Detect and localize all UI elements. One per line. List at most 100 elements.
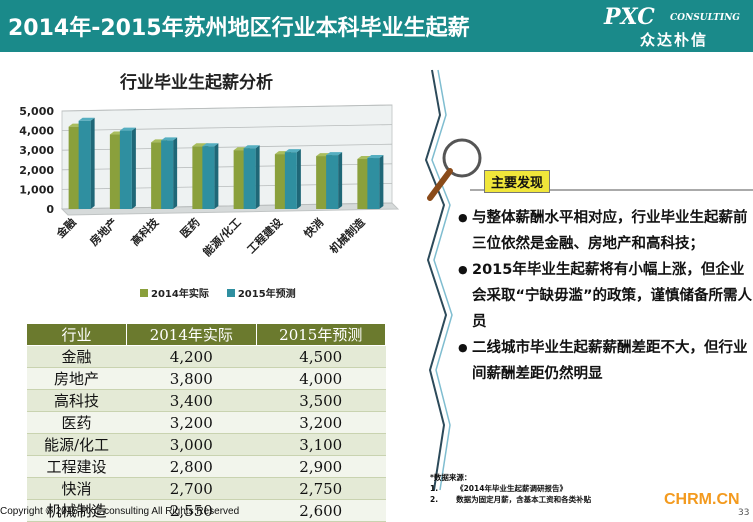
page-number: 33 <box>738 508 750 518</box>
table-row: 高科技 3,400 3,500 <box>26 389 386 412</box>
source-num: 1. <box>430 484 439 493</box>
copyright-text: Copyright © 2015 PXC consulting All Righ… <box>0 506 240 517</box>
table-cell: 3,200 <box>256 411 386 434</box>
zigzag-line-dark <box>424 69 448 491</box>
table-cell: 2,700 <box>126 477 257 500</box>
bar-side <box>131 127 136 209</box>
table-cell: 3,800 <box>126 367 257 390</box>
y-tick-label: 0 <box>46 203 54 216</box>
logo-chinese: 众达朴信 <box>640 31 709 49</box>
table-row: 金融 4,200 4,500 <box>26 345 386 368</box>
logo-pxc: PXC <box>604 4 655 30</box>
header-bar: 2014年-2015年苏州地区行业本科毕业生起薪 PXC CONSULTING … <box>0 0 753 52</box>
y-tick-label: 1,000 <box>19 183 54 196</box>
x-tick-label: 医药 <box>177 215 202 240</box>
table-cell: 机械制造 <box>26 499 127 522</box>
legend-label-2014: 2014年实际 <box>151 289 209 300</box>
salary-table: 行业 2014年实际 2015年预测 金融 4,200 4,500 房地产 3,800… <box>25 323 387 522</box>
table-cell: 医药 <box>26 411 127 434</box>
finding-item: 与整体薪酬水平相对应，行业毕业生起薪前三位依然是金融、房地产和高科技； <box>458 205 753 257</box>
table-cell: 4,000 <box>256 367 386 390</box>
slide-title: 2014年-2015年苏州地区行业本科毕业生起薪 <box>8 16 470 41</box>
table-cell: 2,600 <box>256 499 386 522</box>
bar-top <box>78 117 95 121</box>
bar-2015 <box>326 155 339 209</box>
bar-2014 <box>316 156 329 209</box>
key-findings-label: 主要发现 <box>484 170 551 193</box>
bar-2015 <box>119 130 132 209</box>
site-watermark: CHRM.CN <box>664 491 740 508</box>
logo-consulting: CONSULTING <box>670 13 740 23</box>
bar-top <box>202 143 219 147</box>
table-row: 机械制造 2,550 2,600 <box>26 499 386 522</box>
bar-2014 <box>274 154 287 209</box>
source-item: 2. 数据为固定月薪，含基本工资和各类补贴 <box>430 494 591 505</box>
legend-swatch-2015 <box>226 288 235 297</box>
x-tick-label: 高科技 <box>128 215 162 249</box>
bar-top <box>161 137 178 141</box>
bar-2014 <box>109 134 122 209</box>
bar-top <box>326 152 343 156</box>
bar-top <box>243 145 260 149</box>
gridline <box>61 104 393 112</box>
x-tick-label: 工程建设 <box>244 215 286 257</box>
table-cell: 2,800 <box>126 455 257 478</box>
x-tick-label: 房地产 <box>87 215 120 248</box>
magnifier-icon <box>427 138 482 201</box>
table-cell: 2,900 <box>256 455 386 478</box>
source-item: 1. 《2014年毕业生起薪调研报告》 <box>430 483 591 494</box>
bar-side <box>173 137 178 209</box>
bar-2015 <box>284 152 297 209</box>
table-cell: 3,200 <box>126 411 257 434</box>
source-text: 《2014年毕业生起薪调研报告》 <box>456 484 567 493</box>
table-cell: 工程建设 <box>26 455 127 478</box>
chart-legend: 2014年实际 2015年预测 <box>140 285 296 300</box>
legend-item-2014: 2014年实际 <box>140 285 209 300</box>
table-row: 工程建设 2,800 2,900 <box>26 455 386 478</box>
table-header-2015: 2015年预测 <box>255 323 387 346</box>
table-cell: 3,500 <box>256 389 386 412</box>
table-header-industry: 行业 <box>25 323 128 346</box>
bar-2014 <box>68 126 81 209</box>
table-row: 能源/化工 3,000 3,100 <box>26 433 386 456</box>
x-tick-label: 机械制造 <box>326 215 368 257</box>
y-tick-label: 3,000 <box>19 144 54 157</box>
table-cell: 3,100 <box>256 433 386 456</box>
bar-top <box>119 127 136 131</box>
chart-title: 行业毕业生起薪分析 <box>120 73 273 93</box>
table-row: 房地产 3,800 4,000 <box>26 367 386 390</box>
finding-item: 二线城市毕业生起薪薪酬差距不大，但行业间薪酬差距仍然明显 <box>458 335 753 387</box>
y-tick-label: 4,000 <box>19 125 54 138</box>
bar-side <box>90 117 95 209</box>
bar-side <box>379 155 384 209</box>
legend-label-2015: 2015年预测 <box>237 289 296 300</box>
y-tick-label: 2,000 <box>19 164 54 177</box>
data-sources: *数据来源： 1. 《2014年毕业生起薪调研报告》 2. 数据为固定月薪，含基本工… <box>430 472 591 505</box>
table-cell: 金融 <box>26 345 127 368</box>
table-header-row: 行业 2014年实际 2015年预测 <box>25 323 387 346</box>
table-row: 医药 3,200 3,200 <box>26 411 386 434</box>
table-cell: 4,500 <box>256 345 386 368</box>
bar-2015 <box>161 140 174 209</box>
x-tick-label: 快消 <box>300 215 326 241</box>
x-tick-label: 金融 <box>53 215 79 241</box>
table-cell: 4,200 <box>126 345 257 368</box>
bar-2014 <box>192 146 205 209</box>
finding-item: 2015年毕业生起薪将有小幅上涨，但企业会采取“宁缺毋滥”的政策，谨慎储备所需人… <box>458 257 753 335</box>
zigzag-line-teal <box>431 69 453 491</box>
x-tick-label: 能源/化工 <box>200 215 244 259</box>
bar-top <box>367 155 384 159</box>
bar-2015 <box>202 146 215 209</box>
table-row: 快消 2,700 2,750 <box>26 477 386 500</box>
bar-chart: 0 1,000 2,000 3,000 4,000 5,000 金融 房地产 高科技 医药能源/化… <box>19 104 400 259</box>
bar-side <box>255 145 260 209</box>
table-cell: 能源/化工 <box>26 433 127 456</box>
bar-2014 <box>357 159 370 209</box>
bar-2014 <box>233 150 246 209</box>
table-header-2014: 2014年实际 <box>126 323 257 346</box>
bar-2015 <box>78 120 91 209</box>
bar-2015 <box>243 148 256 209</box>
legend-item-2015: 2015年预测 <box>226 285 296 300</box>
gridline <box>61 124 393 131</box>
bar-side <box>338 152 343 209</box>
